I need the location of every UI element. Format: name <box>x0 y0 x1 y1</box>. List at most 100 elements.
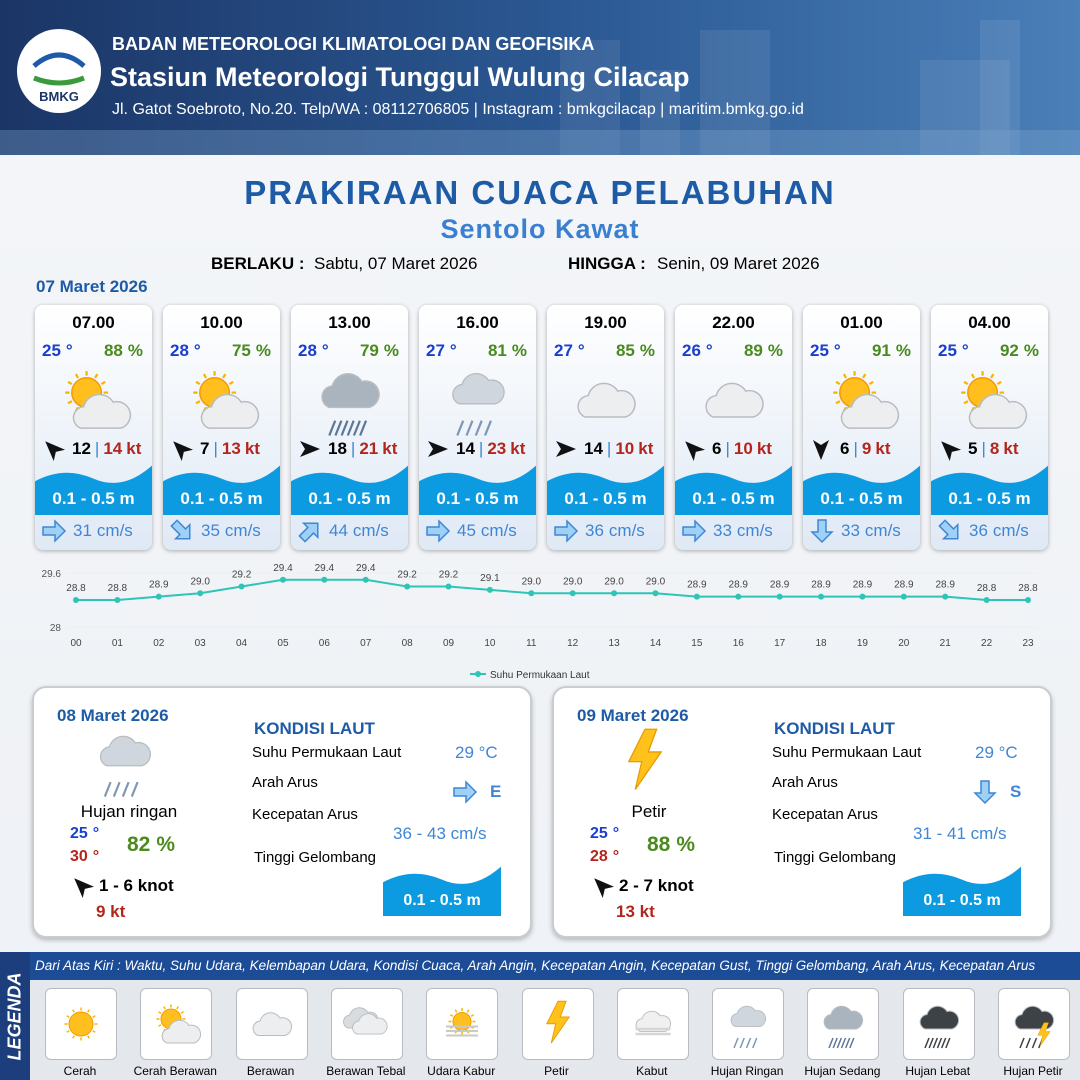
air-temp: 25 ° <box>42 341 73 361</box>
rain <box>845 1037 851 1049</box>
sst-value-label: 28.9 <box>894 580 914 591</box>
wind-arrow <box>428 441 448 457</box>
time: 13.00 <box>328 313 371 332</box>
sun <box>68 1011 94 1037</box>
rain <box>465 420 474 436</box>
time: 04.00 <box>968 313 1011 332</box>
wave-area <box>419 465 536 515</box>
sst-point <box>983 597 990 603</box>
sst-point <box>238 583 245 590</box>
icon-group <box>64 1007 98 1041</box>
current-arrow <box>426 519 451 543</box>
sst: 29 °C <box>975 743 1018 762</box>
gust-value: 13 <box>221 439 241 458</box>
legend-box <box>330 988 403 1060</box>
legend-box <box>902 988 975 1060</box>
wind-arrow-head <box>428 441 448 457</box>
temp-unit: ° <box>612 848 620 865</box>
weather-icon <box>705 382 764 418</box>
sun-ray <box>222 373 227 379</box>
legend-box <box>45 988 117 1060</box>
gust: 9 kt <box>96 902 126 921</box>
sst-value-label: 28.9 <box>935 580 955 591</box>
air-temp: 26 ° <box>682 341 713 361</box>
bolt <box>1037 1022 1051 1047</box>
separator: | <box>213 439 218 458</box>
wind-speed: 5 <box>968 439 978 458</box>
wind-arrow-head <box>594 878 615 899</box>
wind-arrow <box>813 440 829 460</box>
sea-title: KONDISI LAUT <box>254 719 375 738</box>
humidity-value: 88 <box>103 341 123 360</box>
wave <box>419 465 536 515</box>
time: 22.00 <box>712 313 755 332</box>
sst-point <box>404 583 411 590</box>
cloud <box>840 393 900 429</box>
sea-label: Arah Arus <box>772 774 838 791</box>
current-unit: cm/s <box>608 521 645 540</box>
x-tick-label: 09 <box>443 638 455 649</box>
x-tick-label: 22 <box>981 638 993 649</box>
air-temp: 25 ° <box>810 341 841 361</box>
rain <box>340 420 349 436</box>
sst-point <box>73 597 79 603</box>
temp-value: 28 <box>170 341 189 360</box>
current-arrow <box>42 519 67 543</box>
temp-min: 25 ° <box>70 825 99 843</box>
current-arrow <box>453 780 478 804</box>
logo-text: BMKG <box>39 89 79 104</box>
sun-ray <box>67 400 73 405</box>
rain <box>849 1037 855 1049</box>
logo-mark <box>32 52 86 68</box>
forecast-card: 13.00 28 ° 79% 18 | 21 kt 0.1 - 0.5 m 44 cm/s <box>291 305 408 550</box>
legend-label: Kabut <box>636 1064 668 1078</box>
x-tick-label: 20 <box>898 638 910 649</box>
humidity: 92% <box>1000 341 1039 361</box>
current-unit: cm/s <box>224 521 261 540</box>
x-tick-label: 17 <box>774 638 786 649</box>
wind-arrow <box>173 441 194 462</box>
icon-group <box>452 372 505 436</box>
current-arrow-shape <box>453 780 478 804</box>
sun-ray <box>835 400 841 405</box>
gust-unit: kt <box>382 439 398 458</box>
humidity-unit: % <box>383 341 399 360</box>
sst-value-label: 28.8 <box>1018 583 1038 594</box>
gust-value: 10 <box>615 439 635 458</box>
cloud <box>200 393 260 429</box>
weather-icon <box>252 1012 292 1036</box>
temp-unit: ° <box>961 341 969 360</box>
weather-icon <box>99 735 152 797</box>
current-arrow-shape <box>554 519 579 543</box>
sun-ray <box>66 1030 70 1033</box>
icon-group <box>342 1007 388 1035</box>
sun-ray <box>66 1015 70 1018</box>
humidity-unit: % <box>255 341 271 360</box>
title: PRAKIRAAN CUACA PELABUHAN <box>244 174 836 211</box>
rain <box>334 420 343 436</box>
current-arrow-shape <box>810 519 834 544</box>
legend-label: Cerah Berawan <box>133 1064 217 1078</box>
temp-unit: ° <box>92 825 100 842</box>
icon-group <box>1014 1005 1055 1049</box>
legend-label: Suhu Permukaan Laut <box>490 670 590 681</box>
validity-from: Sabtu, 07 Maret 2026 <box>314 254 478 273</box>
weather-icon <box>730 1005 767 1049</box>
wave-height: 0.1 - 0.5 m <box>564 489 647 508</box>
weather-icon <box>65 371 132 429</box>
wave-height: 0.1 - 0.5 m <box>308 489 391 508</box>
wind-row: 14 | 23 kt <box>456 439 525 459</box>
sst-point <box>611 590 618 597</box>
rain <box>1019 1037 1025 1049</box>
sun-ray <box>67 380 73 386</box>
sst-point <box>652 590 659 597</box>
rain <box>832 1037 839 1049</box>
cloud <box>824 1005 864 1030</box>
humidity-unit: % <box>895 341 911 360</box>
wave-box <box>383 866 501 916</box>
humidity-value: 88 <box>647 833 671 856</box>
forecast-card: 07.00 25 ° 88% 12 | 14 kt 0.1 - 0.5 m 31 cm/s <box>35 305 152 550</box>
x-tick-label: 16 <box>733 638 745 649</box>
x-tick-label: 21 <box>940 638 952 649</box>
weather-icon <box>1014 1005 1055 1049</box>
